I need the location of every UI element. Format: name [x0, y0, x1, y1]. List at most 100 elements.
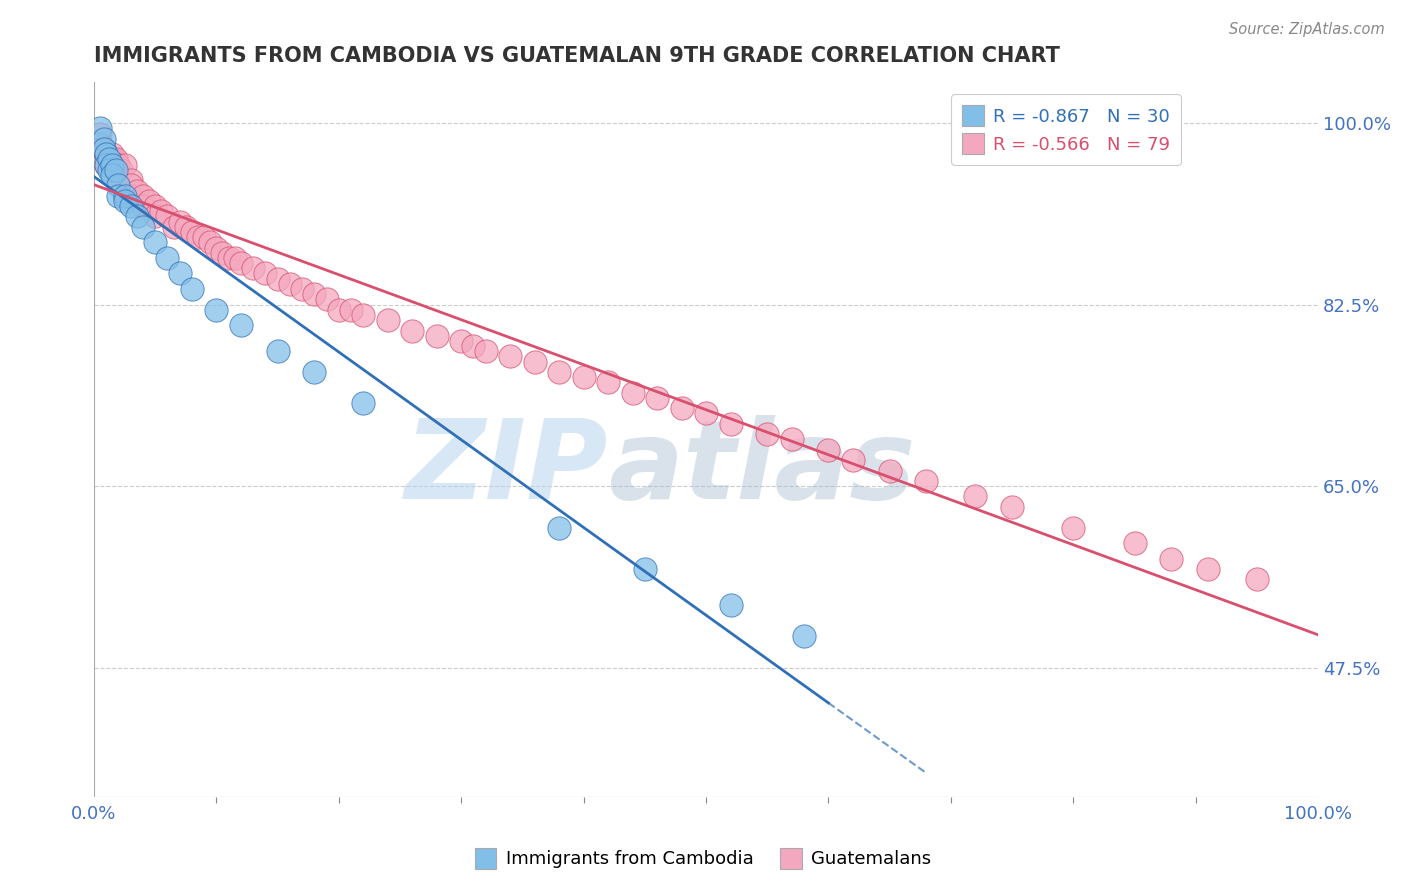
Point	[93, 142, 115, 156]
Point	[242, 261, 264, 276]
Point	[187, 230, 209, 244]
Point	[315, 293, 337, 307]
Point	[266, 271, 288, 285]
Point	[1197, 562, 1219, 576]
Point	[96, 158, 118, 172]
Text: IMMIGRANTS FROM CAMBODIA VS GUATEMALAN 9TH GRADE CORRELATION CHART: IMMIGRANTS FROM CAMBODIA VS GUATEMALAN 9…	[94, 46, 1060, 66]
Point	[101, 158, 124, 172]
Point	[96, 158, 118, 172]
Point	[132, 199, 155, 213]
Point	[97, 153, 120, 167]
Point	[101, 153, 124, 167]
Point	[169, 214, 191, 228]
Point	[169, 267, 191, 281]
Point	[817, 442, 839, 457]
Point	[125, 184, 148, 198]
Point	[1062, 520, 1084, 534]
Point	[96, 147, 118, 161]
Point	[180, 282, 202, 296]
Point	[793, 629, 815, 643]
Point	[114, 158, 136, 172]
Point	[107, 188, 129, 202]
Point	[463, 339, 485, 353]
Point	[634, 562, 657, 576]
Point	[756, 427, 779, 442]
Point	[132, 219, 155, 234]
Point	[229, 256, 252, 270]
Point	[93, 131, 115, 145]
Point	[120, 199, 142, 213]
Point	[138, 194, 160, 208]
Text: ZIP: ZIP	[405, 415, 609, 522]
Point	[1123, 536, 1146, 550]
Point	[143, 210, 166, 224]
Point	[572, 370, 595, 384]
Point	[377, 313, 399, 327]
Legend: Immigrants from Cambodia, Guatemalans: Immigrants from Cambodia, Guatemalans	[468, 840, 938, 876]
Point	[96, 147, 118, 161]
Point	[548, 520, 571, 534]
Point	[499, 350, 522, 364]
Point	[107, 158, 129, 172]
Point	[89, 127, 111, 141]
Point	[143, 199, 166, 213]
Point	[114, 188, 136, 202]
Legend: R = -0.867   N = 30, R = -0.566   N = 79: R = -0.867 N = 30, R = -0.566 N = 79	[952, 95, 1181, 165]
Point	[101, 168, 124, 182]
Point	[965, 490, 987, 504]
Point	[156, 210, 179, 224]
Point	[842, 453, 865, 467]
Point	[156, 251, 179, 265]
Point	[879, 463, 901, 477]
Point	[205, 241, 228, 255]
Point	[218, 251, 240, 265]
Point	[150, 204, 173, 219]
Point	[645, 391, 668, 405]
Point	[254, 267, 277, 281]
Point	[101, 158, 124, 172]
Point	[224, 251, 246, 265]
Point	[200, 235, 222, 250]
Point	[120, 188, 142, 202]
Point	[89, 121, 111, 136]
Point	[97, 162, 120, 177]
Text: Source: ZipAtlas.com: Source: ZipAtlas.com	[1229, 22, 1385, 37]
Point	[671, 401, 693, 416]
Point	[548, 365, 571, 379]
Point	[304, 365, 326, 379]
Point	[1001, 500, 1024, 514]
Point	[101, 147, 124, 161]
Point	[780, 433, 803, 447]
Point	[474, 344, 496, 359]
Point	[174, 219, 197, 234]
Text: atlas: atlas	[609, 415, 915, 522]
Point	[598, 376, 620, 390]
Point	[107, 178, 129, 193]
Point	[132, 188, 155, 202]
Point	[720, 417, 742, 431]
Point	[401, 324, 423, 338]
Point	[162, 219, 184, 234]
Point	[180, 225, 202, 239]
Point	[89, 136, 111, 151]
Point	[266, 344, 288, 359]
Point	[125, 210, 148, 224]
Point	[1160, 551, 1182, 566]
Point	[426, 328, 449, 343]
Point	[621, 385, 644, 400]
Point	[114, 188, 136, 202]
Point	[107, 158, 129, 172]
Point	[143, 235, 166, 250]
Point	[291, 282, 314, 296]
Point	[104, 162, 127, 177]
Point	[450, 334, 472, 348]
Point	[340, 302, 363, 317]
Point	[211, 245, 233, 260]
Point	[720, 599, 742, 613]
Point	[120, 178, 142, 193]
Point	[229, 318, 252, 333]
Point	[523, 354, 546, 368]
Point	[695, 407, 717, 421]
Point	[104, 162, 127, 177]
Point	[104, 153, 127, 167]
